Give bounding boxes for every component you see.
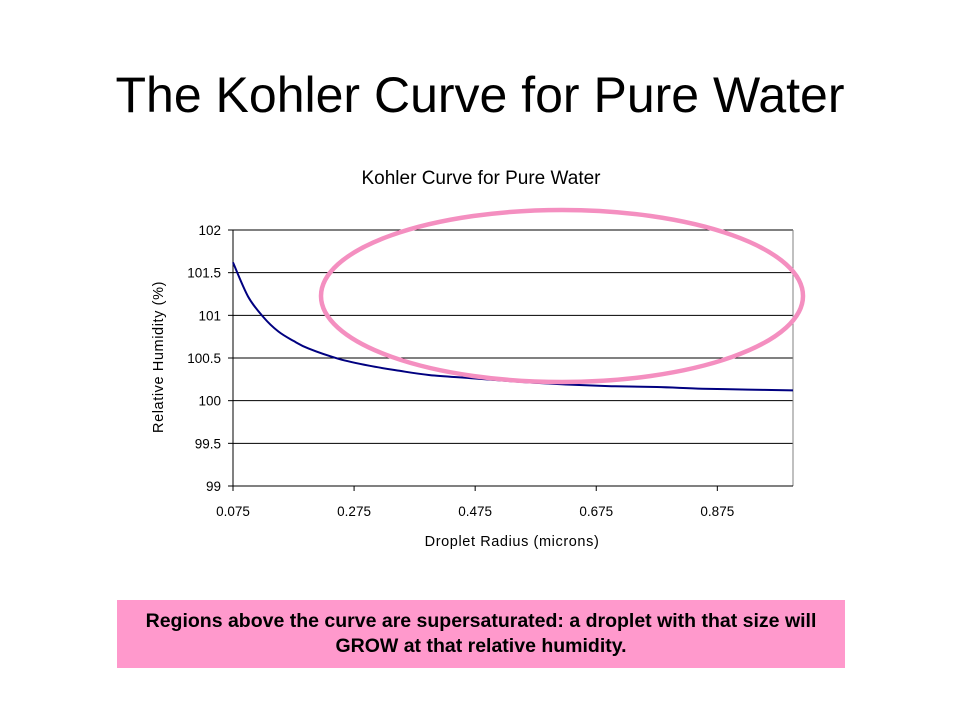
y-tick-label: 100 <box>198 394 221 409</box>
x-axis-label: Droplet Radius (microns) <box>425 534 600 550</box>
gridlines <box>233 229 793 444</box>
x-tick-label: 0.675 <box>579 504 613 519</box>
x-tick-label: 0.875 <box>700 504 734 519</box>
note-box: Regions above the curve are supersaturat… <box>117 600 845 668</box>
x-tick-label: 0.275 <box>337 504 371 519</box>
slide-title: The Kohler Curve for Pure Water <box>115 67 845 123</box>
y-tick-labels: 99 99.5 100 100.5 101 101.5 102 <box>187 223 221 494</box>
x-tick-labels: 0.075 0.275 0.475 0.675 0.875 <box>216 504 734 519</box>
y-tick-label: 99 <box>206 479 221 494</box>
y-axis-label: Relative Humidity (%) <box>151 281 167 433</box>
axes <box>228 229 794 491</box>
y-tick-label: 100.5 <box>187 351 221 366</box>
series <box>232 261 794 392</box>
series-line <box>232 261 794 392</box>
x-tick-label: 0.475 <box>458 504 492 519</box>
x-tick-label: 0.075 <box>216 504 250 519</box>
y-tick-label: 101 <box>198 308 221 323</box>
y-tick-label: 101.5 <box>187 266 221 281</box>
note-text: Regions above the curve are supersaturat… <box>145 610 817 657</box>
highlight-ellipse <box>318 207 806 385</box>
chart-title: Kohler Curve for Pure Water <box>362 168 602 189</box>
y-tick-label: 99.5 <box>195 436 221 451</box>
y-tick-label: 102 <box>198 223 221 238</box>
